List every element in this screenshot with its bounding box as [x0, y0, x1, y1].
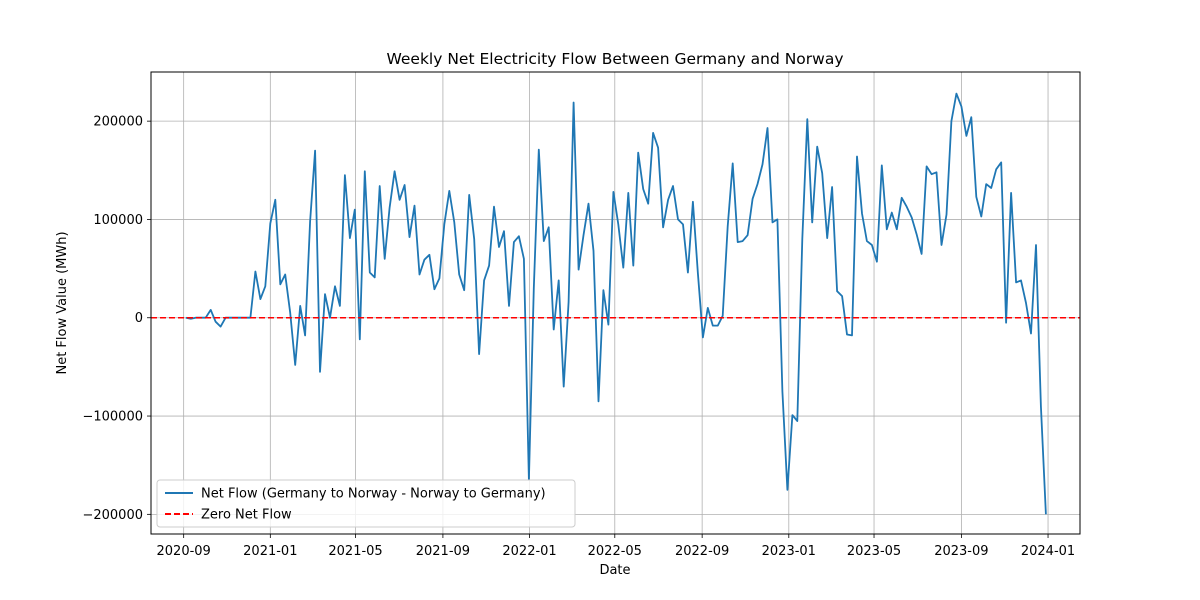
- y-tick-label: 200000: [93, 115, 143, 130]
- y-axis-label: Net Flow Value (MWh): [55, 231, 70, 374]
- legend-label-zero: Zero Net Flow: [201, 508, 292, 523]
- x-tick-label: 2024-01: [1021, 544, 1075, 559]
- x-tick-label: 2021-01: [243, 544, 297, 559]
- x-axis-label: Date: [599, 563, 630, 578]
- x-tick-label: 2020-09: [157, 544, 211, 559]
- y-tick-label: −200000: [82, 508, 143, 523]
- chart-title: Weekly Net Electricity Flow Between Germ…: [386, 50, 843, 68]
- y-axis: −200000 −100000 0 100000 200000: [82, 115, 151, 523]
- x-axis: 2020-09 2021-01 2021-05 2021-09 2022-01 2022-…: [157, 534, 1075, 559]
- plot-frame: [150, 71, 1081, 535]
- net-flow-line: [185, 92, 1047, 515]
- x-tick-label: 2023-09: [934, 544, 988, 559]
- series-layer: [151, 92, 1080, 515]
- legend-label-net-flow: Net Flow (Germany to Norway - Norway to …: [201, 487, 546, 502]
- x-tick-label: 2022-01: [502, 544, 556, 559]
- x-tick-label: 2022-09: [675, 544, 729, 559]
- x-tick-label: 2023-01: [762, 544, 816, 559]
- x-tick-label: 2021-05: [328, 544, 382, 559]
- y-tick-label: 100000: [93, 213, 143, 228]
- y-tick-label: −100000: [82, 410, 143, 425]
- legend-box: [156, 479, 576, 528]
- x-tick-label: 2022-05: [588, 544, 642, 559]
- x-tick-label: 2023-05: [847, 544, 901, 559]
- x-tick-label: 2021-09: [416, 544, 470, 559]
- legend: Net Flow (Germany to Norway - Norway to …: [156, 479, 576, 528]
- y-tick-label: 0: [135, 311, 143, 326]
